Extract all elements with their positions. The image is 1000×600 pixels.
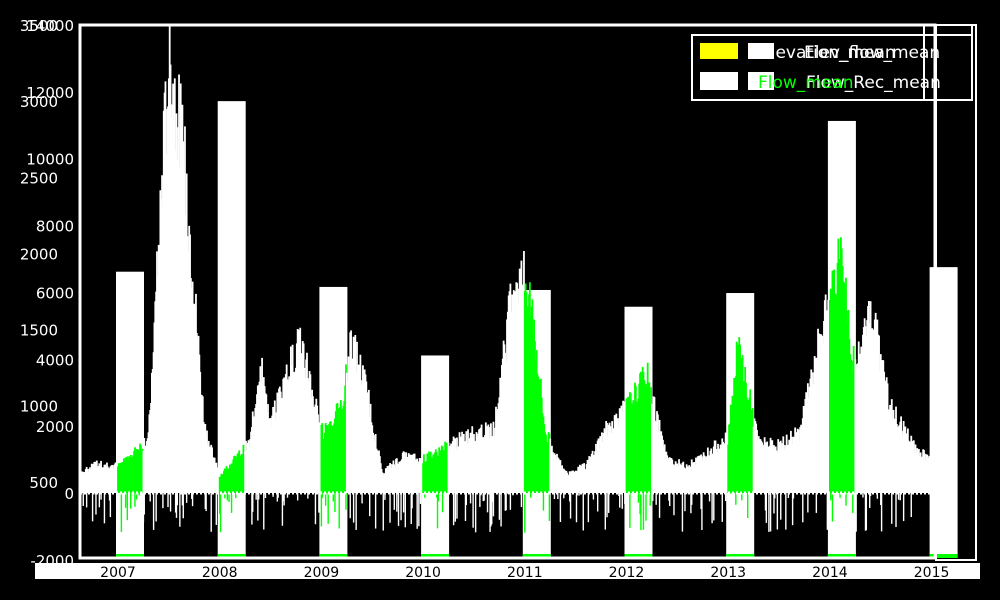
x-axis-ticks: 2007 2008 2009 2010 2011 2012 2013 2014 2015 [100,565,949,581]
y-outer-tick-2500: 2500 [20,169,58,187]
y-inner-tick--2000: -2000 [30,552,74,570]
bar-base-strip-2015 [929,554,958,558]
legend-label-back-2: Flow_Rec_mean [806,73,941,93]
x-axis-band [35,563,980,579]
bar-base-strip-2009 [319,554,348,558]
flow-series [80,23,935,533]
y-inner-tick-8000: 8000 [36,218,74,236]
legend-swatch-white-1 [748,43,774,59]
bar-base-strip-2008 [217,554,246,558]
x-tick-2013: 2013 [710,565,746,581]
y-inner-tick-4000: 4000 [36,351,74,369]
bar-base-strip-2010 [421,554,450,558]
x-tick-2011: 2011 [507,565,543,581]
y-outer-tick-500: 500 [29,474,58,492]
y-inner-tick-6000: 6000 [36,284,74,302]
x-tick-2014: 2014 [812,565,848,581]
y-inner-tick-0: 0 [64,485,74,503]
x-tick-2015: 2015 [914,565,950,581]
elevation-bar-2007 [116,271,144,558]
x-tick-2012: 2012 [609,565,645,581]
bar-base-strip-2014 [827,554,856,558]
y-outer-tick-2000: 2000 [20,245,58,263]
x-tick-2007: 2007 [100,565,136,581]
y-axis-outer-ticks: 500 1000 1500 2000 2500 3000 3500 [20,17,58,492]
y-outer-tick-1500: 1500 [20,322,58,340]
x-tick-2010: 2010 [405,565,441,581]
legend-swatch-white-2 [700,72,738,90]
y-axis-inner-ticks: -2000 0 2000 4000 6000 8000 10000 12000 14000 [26,17,74,570]
legend-label-back-1: Elev_flow_mean [804,43,940,63]
bar-base-strip-2007 [116,554,144,558]
bar-base-strip-2011 [522,554,551,558]
y-outer-tick-1000: 1000 [20,398,58,416]
legend-label-front-1: Elevation_mean [760,43,896,63]
legend-box-back [923,24,973,101]
bar-base-strip-2013 [726,554,755,558]
legend-swatch-yellow [700,43,738,59]
x-tick-2008: 2008 [202,565,238,581]
legend: Elev_flow_mean Elevation_mean Flow_Rec_m… [691,24,973,101]
y-inner-tick-10000: 10000 [26,151,74,169]
y-inner-tick-14000: 14000 [26,17,74,35]
x-tick-2009: 2009 [304,565,340,581]
legend-label-front-2: Flow_mean [758,73,854,93]
y-inner-tick-12000: 12000 [26,84,74,102]
y-inner-tick-2000: 2000 [36,418,74,436]
legend-swatch-white-3 [748,72,774,90]
y-outer-tick-3500: 3500 [20,17,58,35]
y-outer-tick-3000: 3000 [20,93,58,111]
bar-base-strip-2012 [624,554,653,558]
